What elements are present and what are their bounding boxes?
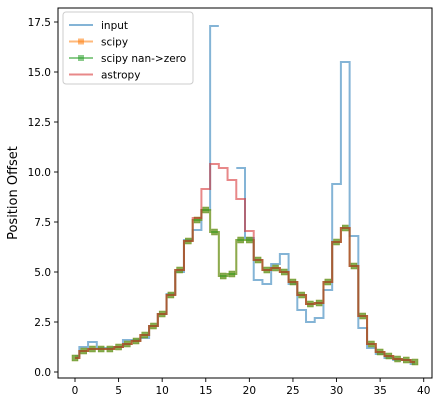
legend: input scipy scipy nan->zero astropy <box>62 11 194 85</box>
legend-item-1: scipy <box>69 36 128 48</box>
legend-label-3: astropy <box>101 69 140 81</box>
legend-label-1: scipy <box>101 36 128 48</box>
x-tick-label-1: 5 <box>115 385 122 397</box>
legend-marker-1 <box>78 38 84 45</box>
legend-box <box>62 11 194 85</box>
y-axis-ticks: 0.0 2.5 5.0 7.5 10.0 12.5 15.0 17.5 <box>28 17 58 379</box>
series-2-point-19 <box>237 236 244 244</box>
x-tick-label-3: 15 <box>199 385 212 397</box>
series-2-point-16 <box>211 228 218 236</box>
series-2-point-18 <box>228 270 236 278</box>
legend-label-2: scipy nan->zero <box>101 53 186 65</box>
y-tick-label-6: 15.0 <box>28 67 51 79</box>
legend-item-3: astropy <box>69 69 140 81</box>
y-tick-label-7: 17.5 <box>28 17 51 29</box>
y-tick-label-0: 0.0 <box>34 367 51 379</box>
legend-marker-2 <box>78 55 84 61</box>
series-2-point-20 <box>246 236 253 244</box>
x-tick-label-7: 35 <box>373 385 386 397</box>
x-tick-label-8: 40 <box>417 385 430 397</box>
x-tick-label-5: 25 <box>286 385 299 397</box>
x-tick-label-2: 10 <box>155 385 168 397</box>
y-tick-label-4: 10.0 <box>28 167 51 179</box>
series-3 <box>75 163 415 363</box>
legend-item-2: scipy nan->zero <box>69 53 186 65</box>
y-tick-label-3: 7.5 <box>34 217 51 229</box>
y-tick-label-5: 12.5 <box>28 117 51 129</box>
y-axis-label: Position Offset <box>6 146 21 240</box>
series-2-point-17 <box>219 272 227 280</box>
series-2-point-15 <box>202 206 210 214</box>
x-axis-ticks: 0 5 10 15 20 25 30 35 40 <box>72 378 430 397</box>
series-line-3 <box>75 163 415 363</box>
series-layer <box>71 25 419 366</box>
x-tick-label-0: 0 <box>72 385 79 397</box>
x-tick-label-6: 30 <box>330 385 343 397</box>
y-tick-label-1: 2.5 <box>34 317 51 329</box>
legend-item-0: input <box>69 20 128 32</box>
y-tick-label-2: 5.0 <box>34 267 51 279</box>
x-tick-label-4: 20 <box>243 385 256 397</box>
axes-frame <box>57 7 433 379</box>
legend-label-0: input <box>101 20 128 32</box>
